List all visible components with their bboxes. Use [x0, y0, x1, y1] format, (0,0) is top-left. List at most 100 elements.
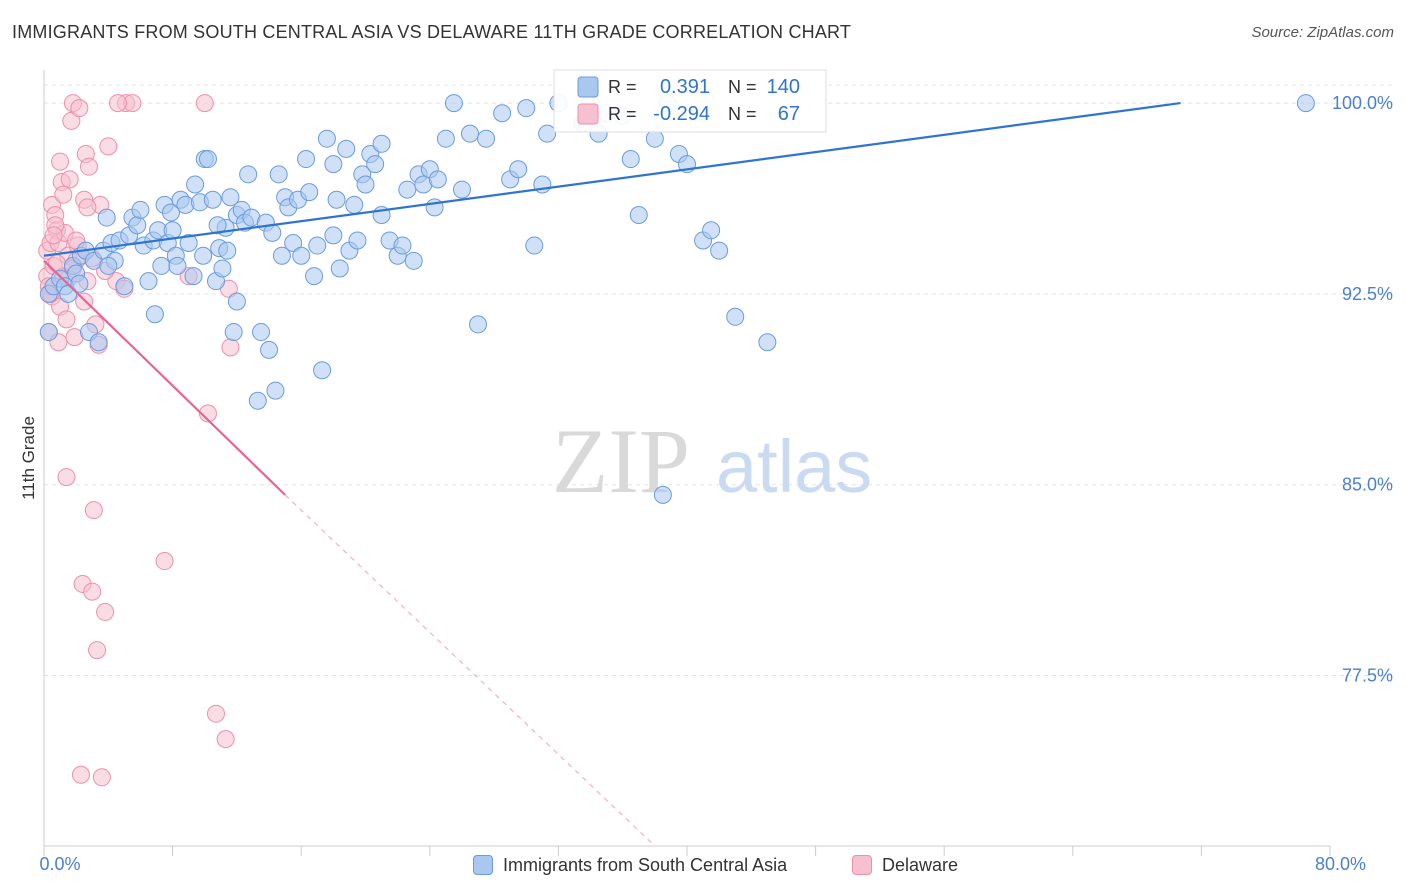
legend-swatch-blue	[473, 855, 493, 875]
data-point-south-central-asia	[702, 221, 721, 240]
data-point-south-central-asia	[356, 175, 375, 194]
x-tick-label-max: 80.0%	[1315, 854, 1366, 874]
data-point-delaware	[198, 404, 217, 423]
data-point-south-central-asia	[179, 234, 198, 253]
data-point-south-central-asia	[239, 165, 258, 184]
y-tick-label: 100.0%	[1332, 93, 1393, 113]
data-point-south-central-asia	[203, 190, 222, 209]
data-point-south-central-asia	[428, 170, 447, 189]
data-point-south-central-asia	[629, 206, 648, 225]
data-point-delaware	[54, 185, 73, 204]
data-point-south-central-asia	[269, 165, 288, 184]
data-point-south-central-asia	[221, 188, 240, 207]
data-point-south-central-asia	[300, 183, 319, 202]
stats-legend-swatch-pink	[577, 103, 599, 125]
data-point-delaware	[51, 152, 70, 171]
data-point-south-central-asia	[477, 129, 496, 148]
y-tick-label: 77.5%	[1342, 666, 1393, 686]
y-tick-label: 92.5%	[1342, 284, 1393, 304]
data-point-south-central-asia	[297, 150, 316, 169]
data-point-south-central-asia	[330, 259, 349, 278]
trend-line-delaware-extension	[284, 494, 656, 847]
legend-label-south-central-asia: Immigrants from South Central Asia	[503, 854, 788, 875]
data-point-south-central-asia	[208, 216, 227, 235]
data-point-south-central-asia	[260, 340, 279, 359]
data-point-delaware	[99, 137, 118, 156]
data-point-south-central-asia	[393, 236, 412, 255]
data-point-delaware	[80, 157, 99, 176]
data-point-delaware	[195, 94, 214, 113]
data-point-south-central-asia	[266, 381, 285, 400]
data-point-south-central-asia	[404, 251, 423, 270]
data-point-south-central-asia	[538, 124, 557, 143]
data-point-south-central-asia	[115, 277, 134, 296]
stats-legend-box	[553, 69, 827, 133]
data-point-south-central-asia	[324, 155, 343, 174]
data-point-south-central-asia	[317, 129, 336, 148]
data-point-delaware	[216, 730, 235, 749]
data-point-south-central-asia	[509, 160, 528, 179]
stats-r-value-pink: -0.294	[653, 103, 710, 125]
data-point-delaware	[60, 170, 79, 189]
data-point-delaware	[84, 501, 103, 520]
data-point-south-central-asia	[525, 236, 544, 255]
data-point-delaware	[155, 552, 174, 571]
legend-item-delaware[interactable]: Delaware	[852, 852, 958, 878]
data-point-south-central-asia	[493, 104, 512, 123]
x-tick-label-min: 0.0%	[39, 854, 80, 874]
data-point-delaware	[207, 704, 226, 723]
trend-lines	[43, 101, 1181, 847]
legend-label-delaware: Delaware	[882, 854, 959, 875]
data-point-delaware	[70, 99, 89, 118]
data-point-south-central-asia	[168, 256, 187, 275]
y-tick-label: 85.0%	[1342, 475, 1393, 495]
data-point-south-central-asia	[145, 305, 164, 324]
data-point-south-central-asia	[161, 203, 180, 222]
data-point-delaware	[221, 338, 240, 357]
axes	[43, 70, 1331, 856]
data-point-delaware	[108, 94, 127, 113]
data-point-delaware	[62, 111, 81, 130]
data-point-south-central-asia	[366, 155, 385, 174]
stats-n-label-pink: N =	[728, 104, 757, 124]
data-point-south-central-asia	[726, 307, 745, 326]
data-point-south-central-asia	[184, 267, 203, 286]
data-point-delaware	[57, 468, 76, 487]
data-point-delaware	[83, 582, 102, 601]
data-point-south-central-asia	[152, 256, 171, 275]
stats-n-label-blue: N =	[728, 77, 757, 97]
data-point-south-central-asia	[324, 226, 343, 245]
stats-legend-swatch-blue	[577, 76, 599, 98]
data-point-south-central-asia	[39, 323, 58, 342]
data-point-south-central-asia	[710, 241, 729, 260]
x-ticks	[43, 846, 1331, 856]
data-point-south-central-asia	[313, 361, 332, 380]
trend-line-delaware	[43, 260, 286, 496]
stats-legend: R = 0.391 N = 140 R = -0.294 N = 67	[553, 69, 827, 133]
data-point-south-central-asia	[99, 256, 118, 275]
data-point-south-central-asia	[621, 150, 640, 169]
data-point-south-central-asia	[436, 129, 455, 148]
data-point-south-central-asia	[272, 246, 291, 265]
data-point-south-central-asia	[308, 236, 327, 255]
data-point-south-central-asia	[70, 274, 89, 293]
data-point-delaware	[47, 254, 66, 273]
stats-n-value-pink: 67	[778, 103, 800, 125]
data-point-south-central-asia	[645, 129, 664, 148]
data-point-delaware	[92, 768, 111, 787]
data-point-south-central-asia	[327, 190, 346, 209]
data-point-south-central-asia	[517, 99, 536, 118]
data-point-south-central-asia	[398, 180, 417, 199]
data-point-south-central-asia	[460, 124, 479, 143]
data-point-south-central-asia	[292, 246, 311, 265]
data-point-south-central-asia	[194, 246, 213, 265]
legend-item-south-central-asia[interactable]: Immigrants from South Central Asia	[473, 852, 787, 878]
data-point-delaware	[57, 310, 76, 329]
data-point-south-central-asia	[348, 231, 367, 250]
watermark-atlas: atlas	[716, 425, 872, 508]
data-point-south-central-asia	[248, 391, 267, 410]
y-tick-labels: 77.5% 85.0% 92.5% 100.0%	[1332, 93, 1393, 685]
data-point-delaware	[71, 765, 90, 784]
data-point-south-central-asia	[218, 241, 237, 260]
trend-line-south-central-asia	[43, 101, 1181, 257]
